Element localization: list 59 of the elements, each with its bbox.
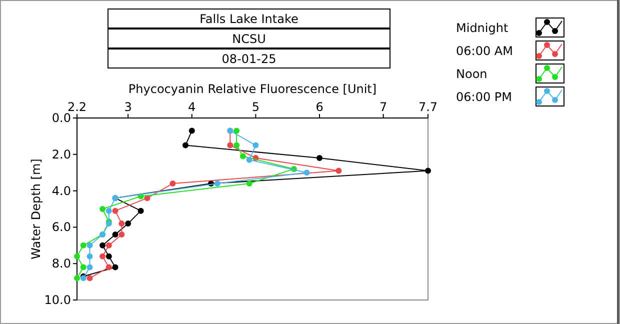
point: [118, 231, 125, 238]
point: [86, 264, 93, 270]
legend-label: 06:00 AM: [456, 44, 513, 58]
y-tick-label: 6.0: [52, 220, 71, 234]
point: [106, 242, 112, 248]
legend-label: 06:00 PM: [456, 90, 512, 104]
point: [86, 275, 93, 282]
point: [304, 170, 310, 176]
point: [112, 264, 118, 270]
point: [138, 208, 144, 214]
point: [106, 208, 112, 214]
point: [182, 142, 188, 148]
point: [246, 156, 252, 163]
point: [234, 128, 240, 134]
point: [74, 253, 80, 260]
point: [246, 180, 252, 187]
point: [86, 253, 93, 260]
x-tick-label: 3: [124, 100, 132, 114]
point: [100, 206, 106, 212]
x-tick-label: 7.7: [418, 100, 438, 114]
point: [252, 142, 259, 148]
y-axis-title: Water Depth [m]: [29, 158, 43, 260]
point: [316, 155, 323, 162]
point: [86, 242, 93, 248]
x-tick-label: 4: [188, 100, 196, 114]
point: [80, 264, 86, 270]
legend-label: Midnight: [456, 21, 508, 35]
point: [240, 153, 246, 160]
y-tick-label: 10.0: [44, 293, 71, 307]
point: [100, 242, 106, 248]
point: [106, 253, 112, 260]
point: [80, 242, 86, 248]
text: 08-01-25: [222, 52, 276, 66]
point: [227, 142, 234, 148]
point: [112, 231, 118, 238]
chart-title: Falls Lake Intake: [200, 12, 298, 26]
x-tick-label: 7: [380, 100, 388, 114]
y-tick-label: 0.0: [52, 111, 71, 125]
point: [336, 168, 342, 174]
point: [106, 264, 112, 270]
point: [170, 180, 176, 187]
point: [425, 168, 431, 174]
point: [112, 208, 118, 214]
x-axis-title: Phycocyanin Relative Fluorescence [Unit]: [128, 82, 377, 96]
point: [188, 128, 195, 134]
point: [234, 142, 240, 148]
y-tick-label: 8.0: [52, 256, 71, 271]
text: Noon: [456, 67, 488, 81]
point: [118, 220, 125, 227]
point: [74, 275, 80, 282]
x-tick-label: 5: [252, 100, 260, 114]
y-tick-label: 2.0: [52, 147, 71, 162]
point: [214, 180, 220, 187]
y-tick-label: 4.0: [52, 184, 71, 198]
x-tick-label: 6: [316, 100, 324, 114]
point: [125, 220, 132, 227]
point: [100, 253, 106, 260]
chart-subtitle: NCSU: [232, 32, 266, 46]
x-tick-label: 2.2: [67, 100, 87, 114]
